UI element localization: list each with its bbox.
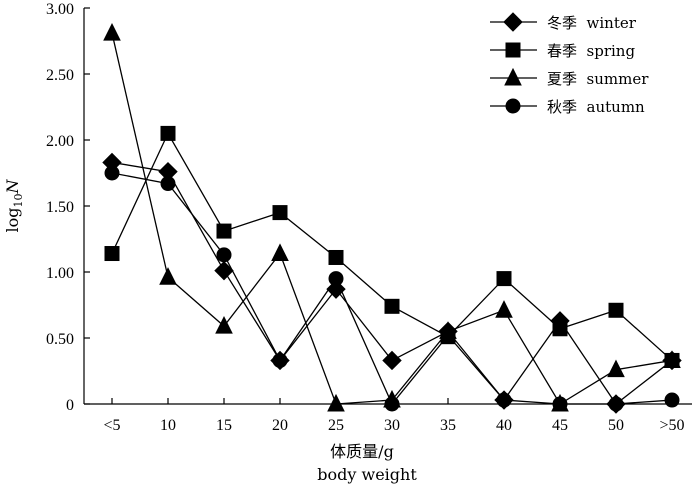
data-point-circle [216,247,232,263]
data-point-square [216,223,232,239]
legend-label: 夏季 summer [547,70,649,88]
x-axis-title-en: body weight [317,465,417,484]
axes [83,8,692,405]
legend-marker-diamond [503,12,523,32]
x-tick-label: >50 [659,417,684,434]
x-tick-label: 30 [384,417,400,434]
data-point-circle [608,396,624,412]
y-tick-label: 1.00 [46,265,74,282]
legend-marker-circle [505,98,521,114]
data-point-triangle [271,243,289,262]
data-point-square [384,298,400,314]
legend-entry: 春季 spring [490,42,635,60]
legend: 冬季 winter 春季 spring 夏季 summer 秋季 autumn [490,12,649,116]
data-point-circle [496,392,512,408]
legend-label: 春季 spring [547,42,635,60]
x-ticks: <5 10 15 20 25 30 35 40 45 50 >50 [103,398,685,434]
data-point-triangle [495,300,513,318]
x-tick-label: 45 [552,417,568,434]
data-point-circle [440,327,456,343]
data-point-triangle [663,350,681,368]
series-square [104,125,680,368]
x-tick-label: 50 [608,417,624,434]
legend-entry: 秋季 autumn [490,98,645,116]
y-tick-label: 3.00 [46,1,74,18]
y-tick-label: 1.50 [46,199,74,216]
data-point-circle [328,271,344,287]
y-ticks: 3.00 2.50 2.00 1.50 1.00 0.50 0 [46,1,90,414]
legend-marker-triangle [504,67,522,86]
data-point-diamond [214,260,234,281]
data-point-triangle [607,359,625,378]
data-point-triangle [159,267,177,285]
data-point-square [104,246,120,262]
x-tick-label: 10 [160,417,176,434]
data-point-circle [160,176,176,192]
y-tick-label: 2.50 [46,67,74,84]
x-tick-label: <5 [103,417,120,434]
series-layer [102,22,682,414]
data-point-square [272,205,288,221]
data-point-circle [104,165,120,181]
y-tick-label: 0.50 [46,331,74,348]
legend-label: 冬季 winter [547,14,637,32]
legend-entry: 夏季 summer [490,67,649,88]
data-point-circle [664,392,680,408]
data-point-triangle [103,22,121,41]
data-point-circle [384,396,400,412]
x-axis-title-cn: 体质量/g [330,442,394,461]
y-tick-label: 0 [66,397,74,414]
legend-marker-square [505,42,521,58]
y-tick-label: 2.00 [46,133,74,150]
x-tick-label: 35 [440,417,456,434]
series-diamond [102,152,682,414]
data-point-square [552,321,568,337]
x-tick-label: 20 [272,417,288,434]
data-point-square [608,302,624,318]
legend-entry: 冬季 winter [490,12,637,32]
series-circle [104,165,680,412]
x-tick-label: 40 [496,417,512,434]
data-point-triangle [327,393,345,412]
data-point-square [328,249,344,265]
y-axis-title: log10N [3,179,25,233]
data-point-circle [272,352,288,368]
data-point-circle [552,396,568,412]
data-point-diamond [382,350,402,371]
x-tick-label: 25 [328,417,344,434]
data-point-triangle [215,316,233,334]
data-point-square [160,125,176,141]
series-line [111,131,673,361]
legend-label: 秋季 autumn [547,98,645,116]
data-point-square [496,271,512,287]
x-tick-label: 15 [216,417,232,434]
